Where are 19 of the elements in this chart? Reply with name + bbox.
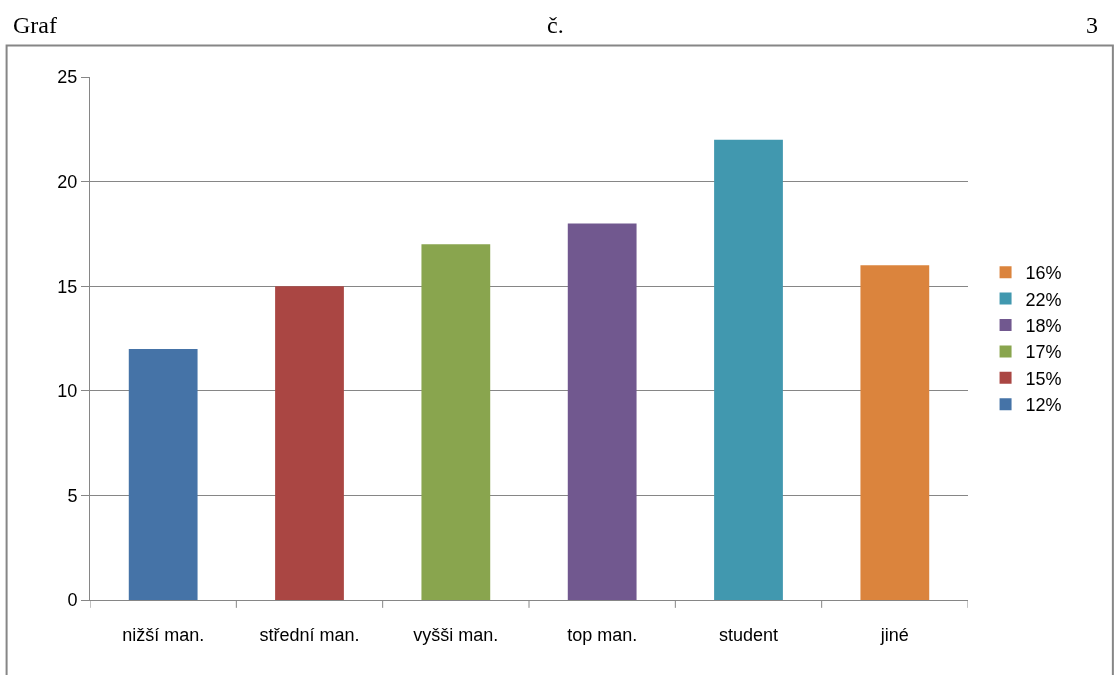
legend-label: 12% — [1025, 395, 1062, 416]
y-tick-label: 25 — [57, 67, 78, 88]
chart-title: Graf č. 3 — [13, 12, 1098, 38]
legend-label: 18% — [1025, 316, 1062, 337]
legend-label: 16% — [1025, 263, 1062, 284]
legend-label: 15% — [1025, 368, 1062, 389]
y-tick-label: 0 — [67, 590, 78, 611]
x-tick-label: jiné — [879, 624, 909, 645]
x-tick-label: student — [718, 624, 779, 645]
y-tick-label: 5 — [67, 485, 78, 506]
x-tick-label: top man. — [567, 624, 638, 645]
y-tick-label: 10 — [57, 381, 78, 402]
x-tick-label: střední man. — [259, 624, 360, 645]
legend-label: 17% — [1025, 342, 1062, 363]
y-tick-label: 20 — [57, 171, 78, 192]
x-tick-label: nižší man. — [122, 624, 205, 645]
y-tick-label: 15 — [57, 276, 78, 297]
x-tick-label: vyšši man. — [413, 624, 499, 645]
legend-label: 22% — [1025, 289, 1062, 310]
